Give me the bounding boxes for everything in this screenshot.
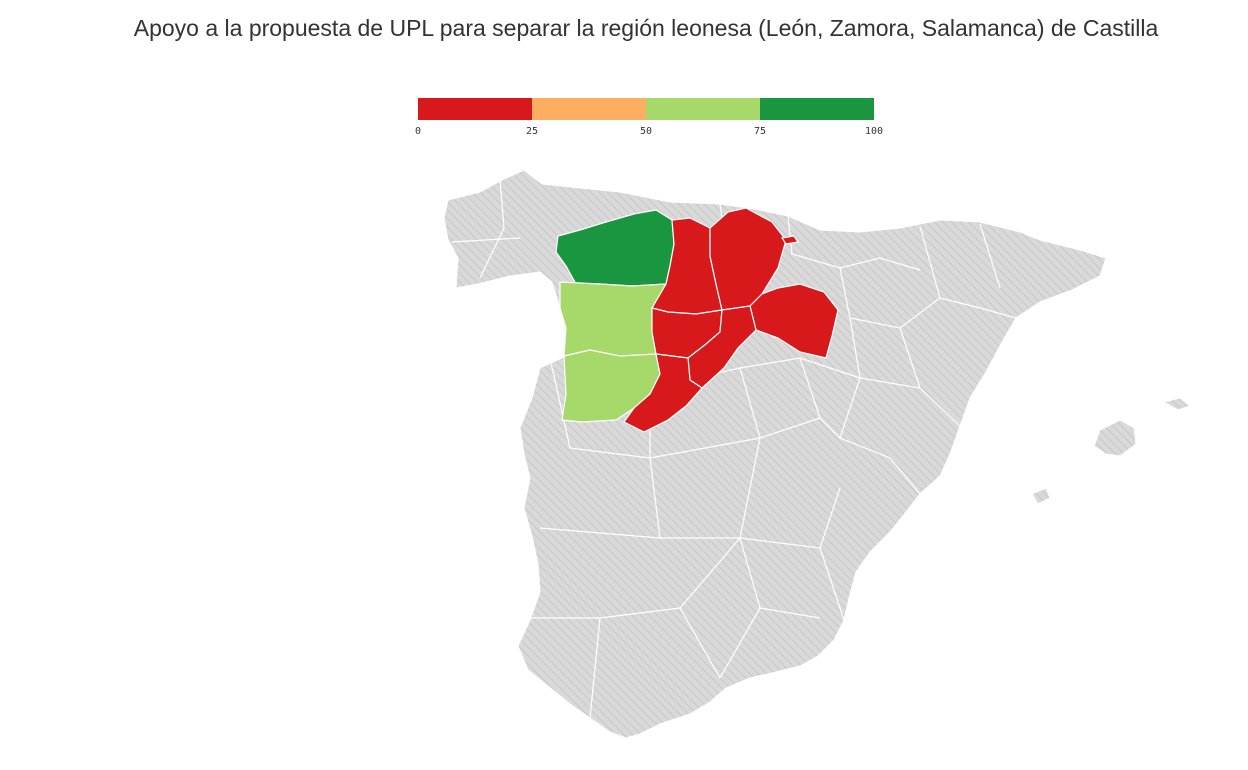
legend-tick-label: 0: [415, 126, 421, 137]
highlighted-provinces: [555, 207, 839, 433]
legend-tick-label: 75: [754, 126, 766, 137]
legend-bin-3: [760, 98, 874, 120]
legend-tick-label: 25: [526, 126, 538, 137]
spain-map: [420, 158, 1210, 748]
map-svg: [443, 169, 1192, 739]
legend-bin-2: [646, 98, 760, 120]
province-soria[interactable]: [749, 283, 839, 359]
color-legend: 0 25 50 75 100: [408, 96, 898, 140]
legend-tick-label: 100: [865, 126, 883, 137]
menorca: [1162, 397, 1192, 411]
legend-bin-0: [418, 98, 532, 120]
province-burgos-exclave[interactable]: [780, 235, 800, 245]
province-zamora[interactable]: [559, 281, 668, 357]
legend-tick-label: 50: [640, 126, 652, 137]
mallorca: [1093, 419, 1137, 457]
map-title: Apoyo a la propuesta de UPL para separar…: [133, 15, 1159, 41]
ibiza: [1031, 487, 1051, 505]
legend-svg: 0 25 50 75 100: [415, 98, 883, 137]
legend-bin-1: [532, 98, 646, 120]
province-avila[interactable]: [623, 353, 703, 433]
province-burgos[interactable]: [709, 207, 787, 311]
